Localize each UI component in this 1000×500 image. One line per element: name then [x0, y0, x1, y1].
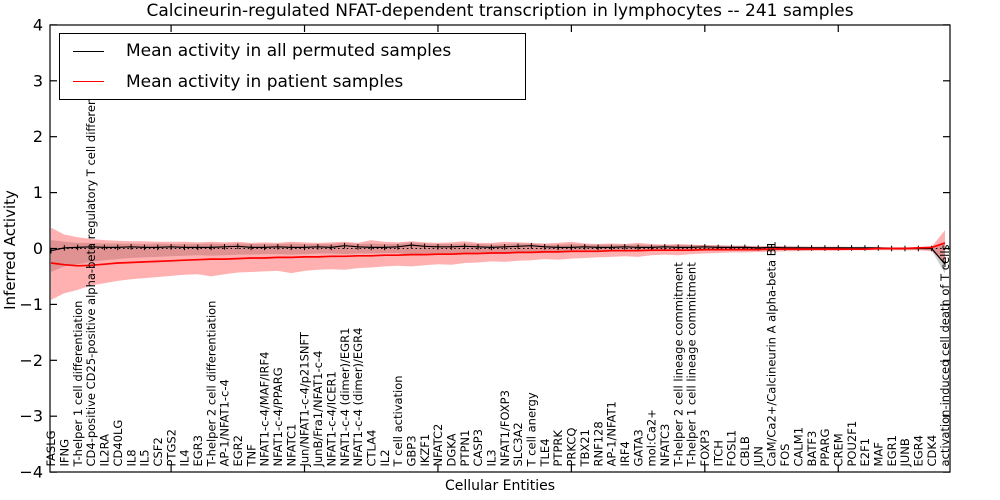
x-entity-label: EGR3 — [191, 435, 205, 467]
x-entity-label: BATF3 — [805, 431, 819, 467]
x-entity-label: T cell activation — [391, 375, 405, 467]
x-entity-label: FOSL1 — [725, 430, 739, 467]
x-entity-label: IFNG — [58, 439, 72, 467]
x-axis-label: Cellular Entities — [444, 478, 556, 494]
x-entity-label: PTPRK — [551, 430, 565, 467]
x-entity-label: T-helper 1 cell lineage commitment — [685, 262, 699, 468]
x-entity-label: IL8 — [124, 449, 138, 466]
confidence-bands — [51, 227, 945, 300]
x-entity-label: FOXP3 — [698, 429, 712, 466]
x-entity-label: MAF — [872, 442, 886, 466]
y-axis-label: Inferred Activity — [1, 190, 19, 310]
x-entity-label: DGKA — [445, 433, 459, 466]
legend-item-patient: Mean activity in patient samples — [73, 72, 525, 92]
x-entity-label: JUN — [751, 446, 765, 467]
y-tick-label: −2 — [19, 351, 43, 370]
x-entity-label: TNF — [244, 444, 258, 467]
y-axis-ticks: 4 3 2 1 0 −1 −2 −3 −4 — [19, 15, 950, 482]
x-entity-label: CaM/Ca2+/Calcineurin A alpha-beta B1 — [765, 241, 779, 466]
x-entity-label: CREM — [832, 433, 846, 466]
x-entity-label: NFAT1-c-4 (dimer)/EGR1 — [338, 328, 352, 467]
x-entity-label: POU2F1 — [845, 421, 859, 467]
x-entity-label: IL4 — [178, 449, 192, 466]
legend: Mean activity in all permuted samples Me… — [59, 33, 526, 100]
red-line-sample-icon — [73, 81, 104, 83]
x-entity-label: JUNB — [898, 438, 912, 467]
x-entity-label: NFAT1-c-4/PPARG — [271, 367, 285, 466]
x-entity-label: FASLG — [44, 430, 58, 466]
legend-label-patient: Mean activity in patient samples — [126, 71, 404, 92]
x-entity-label: CTLA4 — [364, 430, 378, 467]
x-entity-label: T-helper 1 cell differentiation — [71, 301, 85, 468]
x-entity-label: TBX21 — [578, 429, 592, 467]
x-entity-label: E2F1 — [858, 438, 872, 467]
x-entity-label: NFAT1-c-4 (dimer)/EGR4 — [351, 328, 365, 467]
x-entity-label: CASP3 — [471, 429, 485, 466]
x-entity-label: IL2 — [378, 449, 392, 466]
x-entity-label: CBLB — [738, 436, 752, 466]
chart-title: Calcineurin-regulated NFAT-dependent tra… — [146, 1, 854, 21]
x-entity-label: CSF2 — [151, 437, 165, 466]
x-entity-label: AP-1/NFAT1 — [605, 401, 619, 466]
x-entity-label: mol:Ca2+ — [645, 409, 659, 466]
x-entity-label: FOS — [778, 444, 792, 467]
x-entity-labels: FASLG IFNG T-helper 1 cell differentiation… — [44, 61, 952, 468]
x-entity-label: GBP3 — [405, 435, 419, 466]
x-entity-label: PRKCQ — [565, 428, 579, 467]
x-entity-label: EGR1 — [885, 435, 899, 467]
x-entity-label: CD40LG — [111, 420, 125, 467]
x-entity-label: ITCH — [711, 440, 725, 466]
x-entity-label: NFATC2 — [431, 424, 445, 467]
x-entity-label: SLC3A2 — [511, 422, 525, 466]
x-entity-label: PPARG — [818, 429, 832, 467]
x-entity-label: IL3 — [485, 449, 499, 466]
y-tick-label: 4 — [33, 15, 43, 34]
legend-label-permuted: Mean activity in all permuted samples — [126, 41, 452, 62]
x-entity-label: activation-induced cell death of T cells — [938, 244, 952, 466]
patient-band — [51, 227, 945, 300]
x-entity-label: T-helper 2 cell differentiation — [204, 301, 218, 468]
patient-mean-line — [50, 242, 946, 267]
black-line-sample-icon — [73, 50, 104, 52]
y-tick-label: 1 — [33, 183, 43, 202]
x-entity-label: AP-1/NFAT1-c-4 — [218, 379, 232, 466]
x-entity-label: T cell anergy — [525, 392, 539, 467]
x-entity-label: IL2RA — [98, 434, 112, 467]
x-entity-label: IKZF1 — [418, 434, 432, 467]
x-entity-label: EGR4 — [912, 435, 926, 467]
x-entity-label: CD4-positive CD25-positive alpha-beta re… — [84, 61, 98, 467]
y-tick-label: 2 — [33, 127, 43, 146]
x-entity-label: NFATC1 — [284, 424, 298, 467]
y-tick-label: −3 — [19, 407, 43, 426]
x-entity-label: JunB/Fra1/NFAT1-c-4 — [311, 351, 325, 468]
x-entity-label: NFAT1/FOXP3 — [498, 390, 512, 466]
x-entity-label: TLE4 — [538, 438, 552, 467]
x-entity-label: NFAT1-c-4/ICER1 — [324, 371, 338, 466]
x-entity-label: RNF128 — [591, 421, 605, 466]
x-entity-label: NFATC3 — [658, 424, 672, 467]
y-tick-label: 0 — [33, 239, 43, 258]
y-tick-label: −4 — [19, 463, 43, 482]
x-entity-label: Jun/NFAT1-c-4/p21SNFT — [298, 331, 312, 467]
x-entity-label: GATA3 — [631, 429, 645, 466]
x-axis-ticks — [170, 25, 839, 472]
x-entity-label: PTPN1 — [458, 430, 472, 467]
y-tick-label: 3 — [33, 71, 43, 90]
x-entity-label: EGR2 — [231, 435, 245, 467]
x-entity-label: IL5 — [138, 449, 152, 466]
x-entity-label: NFAT1-c-4/MAF/IRF4 — [258, 352, 272, 467]
y-tick-label: −1 — [19, 295, 43, 314]
x-entity-label: T-helper 2 cell lineage commitment — [671, 262, 685, 468]
x-entity-label: PTGS2 — [164, 429, 178, 467]
x-entity-label: CDK4 — [925, 435, 939, 467]
x-entity-label: IRF4 — [618, 441, 632, 466]
legend-item-permuted: Mean activity in all permuted samples — [73, 41, 525, 61]
x-entity-label: CALM1 — [791, 427, 805, 467]
